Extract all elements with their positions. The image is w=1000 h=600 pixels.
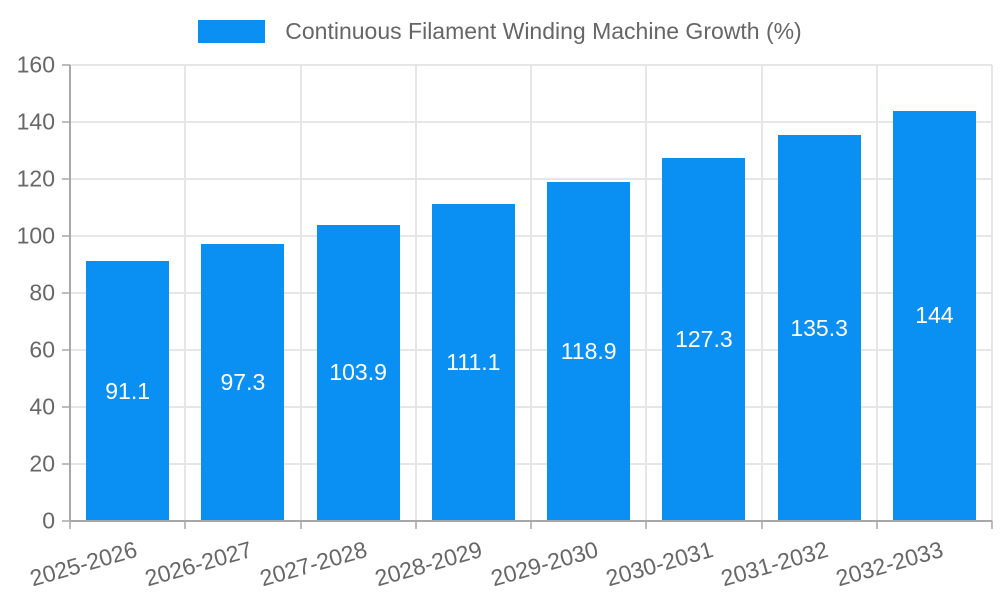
bar-value-label: 144	[915, 302, 954, 329]
y-axis-tick	[62, 463, 70, 465]
x-axis-tick	[530, 521, 532, 529]
x-axis-label: 2029-2030	[487, 536, 601, 592]
y-axis-label: 0	[42, 507, 55, 534]
x-axis-line	[70, 520, 992, 522]
bar-2026-2027[interactable]: 97.3	[201, 243, 285, 521]
bar-value-label: 118.9	[560, 338, 617, 365]
x-axis-tick	[760, 521, 763, 529]
x-axis-label: 2025-2026	[26, 536, 140, 592]
y-axis-label: 20	[29, 450, 55, 477]
gridline-vertical	[184, 65, 187, 521]
y-axis-label: 40	[29, 393, 55, 420]
gridline-vertical	[530, 65, 532, 521]
y-axis-tick	[62, 121, 70, 123]
bar-2031-2032[interactable]: 135.3	[777, 135, 861, 521]
bar-2029-2030[interactable]: 118.9	[547, 182, 631, 521]
gridline-vertical	[875, 65, 878, 521]
gridline-vertical	[645, 65, 648, 521]
plot-area: 0 20 40 60 80 100 120 140 160 91.1 2025-2026 97.3 20…	[17, 53, 993, 591]
gridline-vertical	[414, 65, 417, 521]
y-axis-tick	[62, 349, 70, 351]
gridline-vertical	[991, 65, 993, 521]
bar-2028-2029[interactable]: 111.1	[431, 204, 515, 521]
y-axis-tick	[62, 520, 70, 522]
y-axis-line	[69, 65, 71, 521]
gridline-vertical	[299, 65, 302, 521]
bar-value-label: 103.9	[329, 359, 387, 386]
legend-swatch-icon	[198, 20, 266, 43]
y-axis-label: 80	[29, 279, 55, 306]
y-axis-tick	[62, 406, 70, 408]
bar-value-label: 97.3	[220, 368, 266, 395]
x-axis-tick	[875, 521, 878, 529]
y-axis-label: 120	[16, 165, 55, 192]
y-axis-label: 160	[16, 51, 55, 78]
x-axis-tick	[184, 521, 187, 529]
x-axis-label: 2026-2027	[141, 536, 255, 592]
bar-value-label: 127.3	[675, 326, 733, 353]
x-axis-tick	[299, 521, 302, 529]
y-axis-tick	[62, 235, 70, 237]
x-axis-label: 2032-2033	[833, 536, 947, 592]
y-axis-tick	[62, 292, 70, 294]
x-axis-tick	[991, 521, 993, 529]
y-axis-tick	[62, 64, 70, 66]
bar-value-label: 91.1	[105, 377, 150, 404]
x-axis-label: 2028-2029	[372, 536, 486, 592]
x-axis-label: 2031-2032	[718, 536, 832, 592]
y-axis-tick	[62, 178, 70, 180]
bar-2025-2026[interactable]: 91.1	[86, 261, 170, 521]
y-axis-label: 140	[16, 108, 55, 135]
bar-value-label: 135.3	[790, 314, 848, 341]
x-axis-label: 2027-2028	[257, 536, 371, 592]
bar-value-label: 111.1	[446, 349, 501, 376]
x-axis-tick	[645, 521, 648, 529]
gridline-vertical	[760, 65, 763, 521]
x-axis-tick	[69, 521, 71, 529]
bar-2027-2028[interactable]: 103.9	[316, 224, 400, 521]
x-axis-tick	[414, 521, 417, 529]
y-axis-label: 60	[29, 336, 55, 363]
x-axis-label: 2030-2031	[602, 536, 716, 592]
legend-label: Continuous Filament Winding Machine Grow…	[285, 18, 802, 44]
bar-2030-2031[interactable]: 127.3	[662, 158, 746, 521]
bar-2032-2033[interactable]: 144	[892, 110, 976, 521]
y-axis-label: 100	[16, 222, 55, 249]
legend-item[interactable]: Continuous Filament Winding Machine Grow…	[0, 19, 1000, 44]
